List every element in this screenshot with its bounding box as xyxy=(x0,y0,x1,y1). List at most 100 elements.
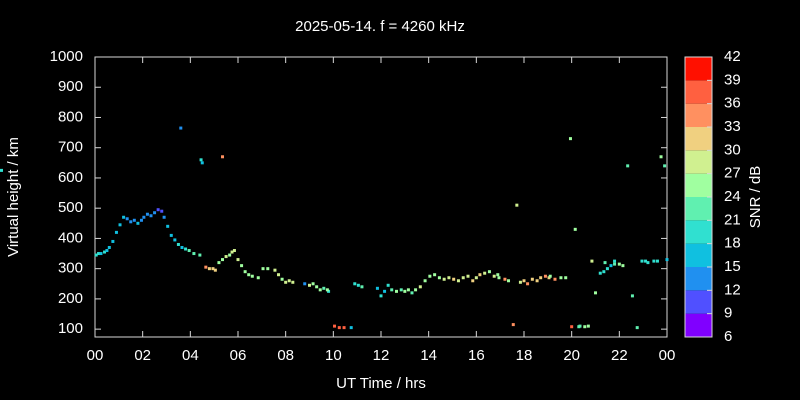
y-tick-label: 300 xyxy=(58,260,83,277)
y-tick-label: 700 xyxy=(58,139,83,156)
data-point xyxy=(207,267,211,271)
data-point xyxy=(273,268,277,272)
data-point xyxy=(180,245,184,249)
data-point xyxy=(99,252,103,256)
colorbar-swatch xyxy=(685,290,712,314)
colorbar-tick-label: 36 xyxy=(724,95,741,112)
colorbar-tick-label: 12 xyxy=(724,281,741,298)
data-point xyxy=(122,215,126,219)
data-point xyxy=(187,249,191,253)
data-point xyxy=(379,294,383,298)
y-tick-label: 1000 xyxy=(50,48,83,65)
chart-title: 2025-05-14. f = 4260 kHz xyxy=(295,18,465,35)
data-point xyxy=(132,218,136,222)
y-axis-label: Virtual height / km xyxy=(5,137,22,257)
y-tick-label: 900 xyxy=(58,78,83,95)
data-point xyxy=(452,277,456,281)
data-point xyxy=(609,264,613,268)
data-point xyxy=(663,164,667,168)
colorbar-tick-label: 42 xyxy=(724,48,741,65)
data-point xyxy=(224,255,228,259)
data-point xyxy=(522,279,526,283)
data-point xyxy=(322,286,326,290)
data-point xyxy=(356,283,360,287)
data-point xyxy=(410,291,414,295)
x-tick-label: 10 xyxy=(325,347,342,364)
data-point xyxy=(230,250,234,254)
data-point xyxy=(198,253,202,257)
data-point xyxy=(213,268,217,272)
data-point xyxy=(204,265,208,269)
data-point xyxy=(221,155,225,159)
data-point xyxy=(173,238,177,242)
data-point xyxy=(646,261,650,265)
x-tick-label: 06 xyxy=(230,347,247,364)
data-point xyxy=(399,288,403,292)
data-point xyxy=(594,291,597,295)
data-point xyxy=(568,137,572,141)
colorbar-swatch xyxy=(685,267,712,291)
colorbar-swatch xyxy=(685,103,712,127)
colorbar-swatch xyxy=(685,57,712,81)
x-tick-label: 22 xyxy=(611,347,628,364)
data-point xyxy=(530,277,534,281)
y-tick-label: 400 xyxy=(58,229,83,246)
data-point xyxy=(277,273,281,277)
colorbar-swatch xyxy=(685,127,712,151)
colorbar-tick-label: 9 xyxy=(724,305,732,322)
data-point xyxy=(153,211,157,215)
data-point xyxy=(114,230,118,234)
data-point xyxy=(217,261,221,265)
data-point xyxy=(414,288,418,292)
data-point xyxy=(125,217,129,221)
data-point xyxy=(243,270,247,274)
data-point xyxy=(428,274,432,278)
data-point xyxy=(232,249,236,253)
data-point xyxy=(535,279,539,283)
data-point xyxy=(564,276,568,280)
data-point xyxy=(228,253,232,257)
data-point xyxy=(192,252,196,256)
data-point xyxy=(256,276,260,280)
data-point xyxy=(342,326,346,330)
y-tick-label: 500 xyxy=(58,199,83,216)
colorbar-swatch xyxy=(685,313,712,337)
data-point xyxy=(518,280,522,284)
data-point xyxy=(447,276,451,280)
data-point xyxy=(665,258,669,262)
data-point xyxy=(156,208,160,212)
data-point xyxy=(507,279,511,283)
data-point xyxy=(0,168,3,172)
data-point xyxy=(266,267,270,271)
data-point xyxy=(250,274,254,278)
data-point xyxy=(280,277,284,281)
data-point xyxy=(543,274,547,278)
data-point xyxy=(311,282,315,286)
data-point xyxy=(559,276,563,280)
data-point xyxy=(478,273,482,277)
colorbar-tick-label: 33 xyxy=(724,118,741,135)
data-point xyxy=(291,280,295,284)
colorbar-swatch xyxy=(685,173,712,197)
data-point xyxy=(526,282,530,286)
data-point xyxy=(497,276,501,280)
data-point xyxy=(492,274,496,278)
data-point xyxy=(471,279,475,283)
colorbar-swatch xyxy=(685,150,712,174)
data-point xyxy=(577,325,581,329)
x-tick-label: 18 xyxy=(516,347,533,364)
data-point xyxy=(261,267,265,271)
data-point xyxy=(406,288,410,292)
colorbar-tick-label: 24 xyxy=(724,188,741,205)
x-tick-label: 16 xyxy=(468,347,485,364)
data-point xyxy=(136,221,140,225)
data-point xyxy=(511,323,515,327)
colorbar-swatch xyxy=(685,220,712,244)
data-point xyxy=(394,289,398,293)
colorbar-tick-label: 39 xyxy=(724,71,741,88)
data-point xyxy=(0,261,3,265)
colorbar-tick-label: 27 xyxy=(724,165,741,182)
data-point xyxy=(503,277,507,281)
